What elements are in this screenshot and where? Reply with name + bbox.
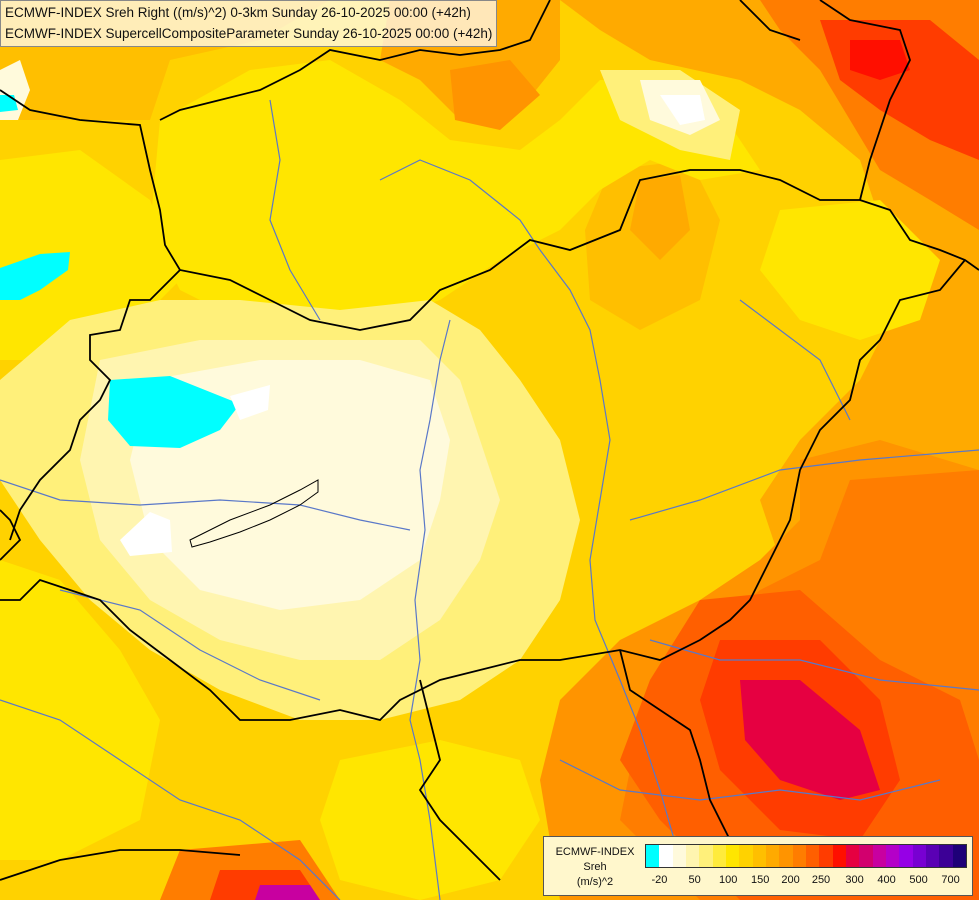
legend-tick-label: 700 xyxy=(941,874,960,886)
legend-swatch xyxy=(805,845,820,867)
legend-tick-label: 250 xyxy=(811,874,831,886)
legend-swatch xyxy=(925,845,940,867)
legend-tick-label: 150 xyxy=(751,874,770,886)
legend-variable: Sreh xyxy=(583,861,607,873)
legend-swatch xyxy=(792,845,806,867)
legend-swatch xyxy=(845,845,860,867)
rivers xyxy=(0,99,979,900)
legend-tick-label: 400 xyxy=(877,874,896,886)
legend-swatch xyxy=(899,845,913,867)
legend-swatch xyxy=(712,845,726,867)
legend-tick-label: 300 xyxy=(845,874,864,886)
legend-tick-label: 200 xyxy=(781,874,800,886)
legend-swatch xyxy=(699,845,713,867)
legend-swatch xyxy=(739,845,753,867)
legend-swatch xyxy=(765,845,780,867)
title-line-sreh: ECMWF-INDEX Sreh Right ((m/s)^2) 0-3km S… xyxy=(5,5,471,20)
legend-swatch xyxy=(939,845,953,867)
legend-tick-label: 100 xyxy=(719,874,738,886)
map-title: ECMWF-INDEX Sreh Right ((m/s)^2) 0-3km S… xyxy=(0,0,498,47)
legend-swatch xyxy=(659,845,673,867)
legend-swatch xyxy=(832,845,846,867)
title-line-scp: ECMWF-INDEX SupercellCompositeParameter … xyxy=(5,26,493,41)
legend-label: ECMWF-INDEX Sreh (m/s)^2 xyxy=(548,845,642,890)
legend-swatch xyxy=(952,845,966,867)
legend-tick-label: 500 xyxy=(909,874,928,886)
legend-swatch xyxy=(779,845,793,867)
legend-swatch xyxy=(672,845,686,867)
legend-swatch xyxy=(859,845,873,867)
lake-outline xyxy=(189,479,319,548)
legend-swatch xyxy=(912,845,926,867)
color-legend: ECMWF-INDEX Sreh (m/s)^2 -20 50 100 150 200 2… xyxy=(543,836,973,896)
legend-color-bar xyxy=(645,844,967,868)
legend-tick-label: 50 xyxy=(688,874,701,886)
legend-swatch xyxy=(752,845,766,867)
legend-swatch xyxy=(872,845,886,867)
legend-swatch xyxy=(685,845,700,867)
legend-swatch xyxy=(819,845,833,867)
legend-tick-label: -20 xyxy=(651,874,668,886)
legend-swatch xyxy=(725,845,740,867)
legend-swatch xyxy=(885,845,900,867)
legend-swatch xyxy=(646,845,660,867)
legend-tick-labels: -20 50 100 150 200 250 300 400 500 700 xyxy=(645,874,966,890)
legend-title: ECMWF-INDEX xyxy=(555,846,635,858)
country-borders xyxy=(0,0,979,881)
legend-unit: (m/s)^2 xyxy=(576,876,614,888)
negative-anomalies xyxy=(0,60,270,556)
